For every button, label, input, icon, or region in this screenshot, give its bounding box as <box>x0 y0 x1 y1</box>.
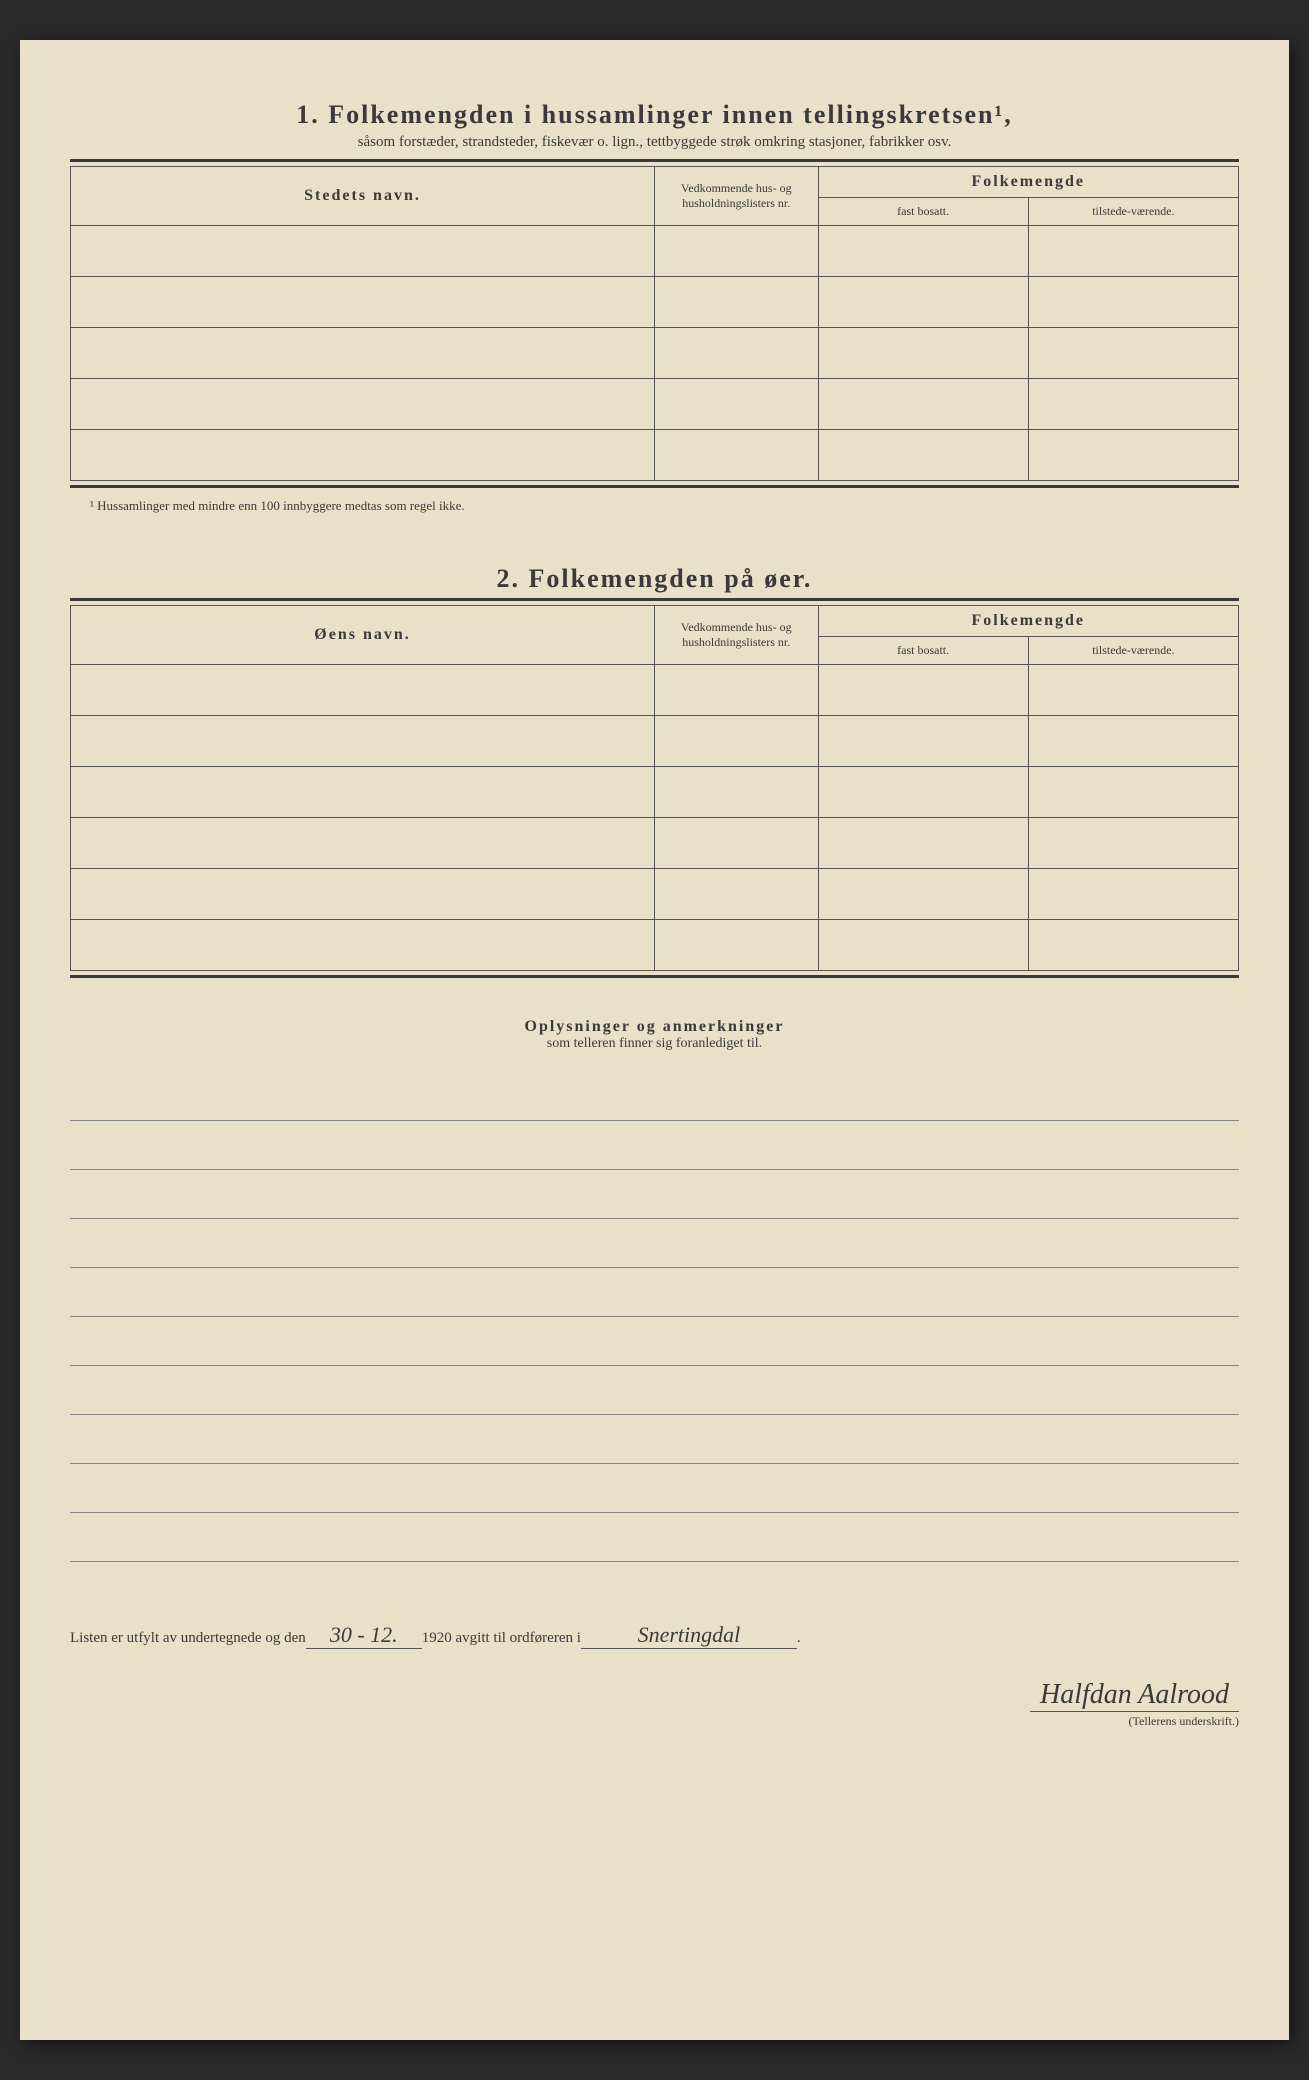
signature-label: (Tellerens underskrift.) <box>70 1714 1239 1729</box>
notes-lines <box>70 1072 1239 1562</box>
divider <box>70 598 1239 601</box>
table-row <box>71 716 1239 767</box>
section2-number: 2. <box>497 564 521 593</box>
ruled-line <box>70 1513 1239 1562</box>
divider <box>70 485 1239 488</box>
notes-subtitle: som telleren finner sig foranlediget til… <box>70 1036 1239 1052</box>
ruled-line <box>70 1317 1239 1366</box>
table-row <box>71 920 1239 971</box>
divider <box>70 159 1239 162</box>
table-row <box>71 665 1239 716</box>
table-1: Stedets navn. Vedkommende hus- og hushol… <box>70 166 1239 481</box>
table-2: Øens navn. Vedkommende hus- og husholdni… <box>70 605 1239 971</box>
col-folkemengde: Folkemengde <box>818 167 1238 198</box>
col-tilstede: tilstede-værende. <box>1028 198 1238 226</box>
signature-area: Halfdan Aalrood (Tellerens underskrift.) <box>70 1679 1239 1729</box>
notes-title: Oplysninger og anmerkninger <box>70 1018 1239 1036</box>
footer-text2: 1920 avgitt til ordføreren i <box>422 1630 581 1647</box>
table-row <box>71 379 1239 430</box>
section1-title: 1. Folkemengden i hussamlinger innen tel… <box>70 100 1239 130</box>
section2-title-text: Folkemengden på øer. <box>529 564 813 593</box>
ruled-line <box>70 1268 1239 1317</box>
section1-subtitle: såsom forstæder, strandsteder, fiskevær … <box>70 134 1239 151</box>
ruled-line <box>70 1366 1239 1415</box>
col-listers-nr: Vedkommende hus- og husholdningslisters … <box>655 606 819 665</box>
ruled-line <box>70 1464 1239 1513</box>
table-row <box>71 226 1239 277</box>
section2-title: 2. Folkemengden på øer. <box>70 564 1239 594</box>
section-2: 2. Folkemengden på øer. Øens navn. Vedko… <box>70 564 1239 978</box>
ruled-line <box>70 1072 1239 1121</box>
ruled-line <box>70 1219 1239 1268</box>
table-row <box>71 869 1239 920</box>
col-oens-navn: Øens navn. <box>71 606 655 665</box>
ruled-line <box>70 1121 1239 1170</box>
place-fill: Snertingdal <box>581 1622 797 1649</box>
col-folkemengde: Folkemengde <box>818 606 1238 637</box>
ruled-line <box>70 1415 1239 1464</box>
divider <box>70 975 1239 978</box>
section1-title-text: Folkemengden i hussamlinger innen tellin… <box>328 100 1013 129</box>
footer-text1: Listen er utfylt av undertegnede og den <box>70 1630 306 1647</box>
table-row <box>71 277 1239 328</box>
table-row <box>71 767 1239 818</box>
section-1: 1. Folkemengden i hussamlinger innen tel… <box>70 100 1239 514</box>
notes-header: Oplysninger og anmerkninger som telleren… <box>70 1018 1239 1052</box>
col-fast-bosatt: fast bosatt. <box>818 637 1028 665</box>
ruled-line <box>70 1170 1239 1219</box>
col-tilstede: tilstede-værende. <box>1028 637 1238 665</box>
date-fill: 30 - 12. <box>306 1622 422 1649</box>
signature: Halfdan Aalrood <box>1030 1679 1239 1712</box>
period: . <box>797 1630 801 1647</box>
footer-line: Listen er utfylt av undertegnede og den … <box>70 1622 1239 1649</box>
col-listers-nr: Vedkommende hus- og husholdningslisters … <box>655 167 819 226</box>
table-row <box>71 430 1239 481</box>
table-row <box>71 818 1239 869</box>
section1-number: 1. <box>296 100 320 129</box>
table-row <box>71 328 1239 379</box>
footnote-1: ¹ Hussamlinger med mindre enn 100 innbyg… <box>90 498 1239 514</box>
col-stedets-navn: Stedets navn. <box>71 167 655 226</box>
census-form-page: 1. Folkemengden i hussamlinger innen tel… <box>20 40 1289 2040</box>
col-fast-bosatt: fast bosatt. <box>818 198 1028 226</box>
